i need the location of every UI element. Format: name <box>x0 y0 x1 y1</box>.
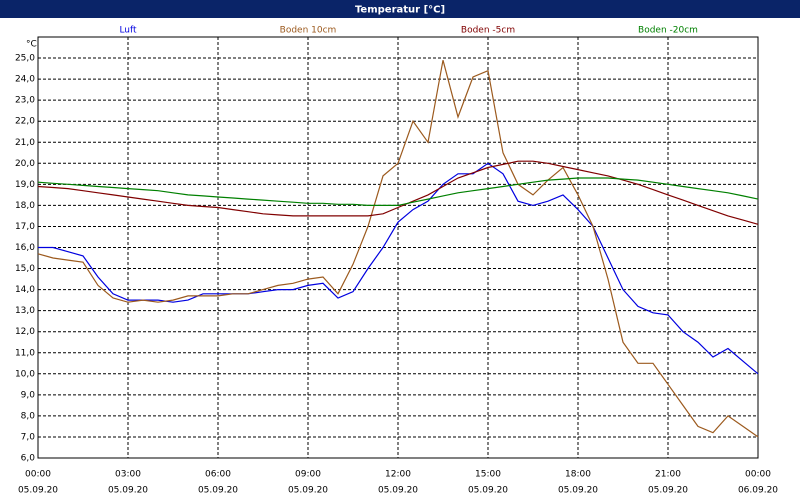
y-tick-label: 7,0 <box>21 432 36 442</box>
x-tick-date: 06.09.20 <box>738 486 778 496</box>
x-tick-label: 21:00 <box>655 470 681 480</box>
x-tick-date: 05.09.20 <box>468 486 508 496</box>
x-tick-date: 05.09.20 <box>108 486 148 496</box>
y-tick-label: 16,0 <box>15 243 35 253</box>
x-tick-date: 05.09.20 <box>18 486 58 496</box>
data-line <box>37 160 759 225</box>
x-tick-date: 05.09.20 <box>288 486 328 496</box>
x-tick-date: 05.09.20 <box>198 486 238 496</box>
legend-entry: Boden -20cm <box>638 26 698 36</box>
title-bar <box>0 0 800 18</box>
x-tick-label: 00:00 <box>25 470 51 480</box>
y-tick-label: 23,0 <box>15 96 35 106</box>
data-line <box>37 177 759 206</box>
y-tick-label: 12,0 <box>15 327 35 337</box>
y-tick-label: 6,0 <box>21 454 36 464</box>
x-tick-label: 00:00 <box>745 470 771 480</box>
legend-entry: Boden 10cm <box>280 26 337 36</box>
y-tick-label: 8,0 <box>21 411 36 421</box>
y-tick-label: 18,0 <box>15 201 35 211</box>
x-tick-label: 03:00 <box>115 470 141 480</box>
x-tick-date: 05.09.20 <box>648 486 688 496</box>
y-unit: °C <box>26 40 37 50</box>
y-tick-label: 10,0 <box>15 369 35 379</box>
x-tick-label: 09:00 <box>295 470 321 480</box>
x-tick-date: 05.09.20 <box>378 486 418 496</box>
y-tick-label: 20,0 <box>15 159 35 169</box>
y-tick-label: 24,0 <box>15 75 35 85</box>
y-tick-label: 19,0 <box>15 180 35 190</box>
data-line <box>38 162 759 375</box>
y-tick-label: 22,0 <box>15 117 35 127</box>
data-line <box>37 60 759 438</box>
chart-title: Temperatur [°C] <box>355 5 445 16</box>
x-tick-label: 15:00 <box>475 470 501 480</box>
x-tick-date: 05.09.20 <box>558 486 598 496</box>
y-tick-label: 13,0 <box>15 306 35 316</box>
y-tick-label: 11,0 <box>15 348 35 358</box>
x-tick-label: 12:00 <box>385 470 411 480</box>
legend-entry: Luft <box>119 26 137 36</box>
y-tick-label: 21,0 <box>15 138 35 148</box>
x-tick-label: 06:00 <box>205 470 231 480</box>
y-tick-label: 14,0 <box>15 285 35 295</box>
y-tick-label: 15,0 <box>15 264 35 274</box>
legend-entry: Boden -5cm <box>461 26 515 36</box>
y-tick-label: 9,0 <box>21 390 36 400</box>
x-tick-label: 18:00 <box>565 470 591 480</box>
y-tick-label: 17,0 <box>15 222 35 232</box>
y-tick-label: 25,0 <box>15 54 35 64</box>
